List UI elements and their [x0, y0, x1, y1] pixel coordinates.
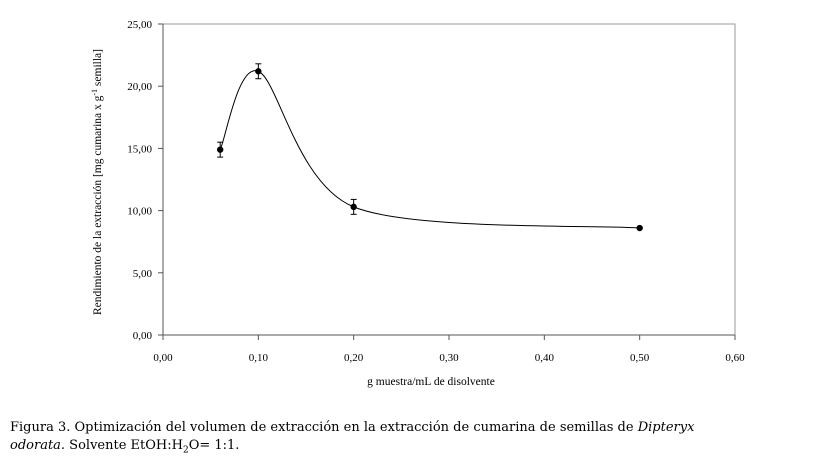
x-tick-label: 0,10: [249, 352, 269, 364]
x-ticks: 0,00 0,10 0,20 0,30 0,40 0,50 0,60: [153, 335, 745, 364]
caption-species-epithet: odorata.: [10, 438, 66, 453]
y-tick-label: 20,00: [127, 81, 152, 93]
y-tick-label: 25,00: [127, 19, 152, 31]
x-tick-label: 0,60: [725, 352, 745, 364]
x-axis-title: g muestra/mL de disolvente: [367, 376, 495, 388]
data-points: [217, 63, 643, 232]
x-tick-label: 0,30: [439, 352, 459, 364]
x-tick-label: 0,50: [630, 352, 650, 364]
data-point: [636, 224, 643, 232]
caption-line2a: Solvente EtOH:H: [65, 438, 183, 453]
y-tick-label: 10,00: [127, 206, 152, 218]
y-axis-title: Rendimiento de la extracción [mg cumarin…: [90, 49, 104, 315]
y-axis-title-main: Rendimiento de la extracción [mg cumarin…: [92, 95, 104, 315]
data-point: [255, 68, 262, 75]
y-tick-label: 15,00: [127, 143, 152, 155]
x-tick-label: 0,00: [153, 352, 173, 364]
caption-line1: Figura 3. Optimización del volumen de ex…: [10, 420, 634, 435]
y-tick-label: 5,00: [133, 268, 153, 280]
figure-caption: Figura 3. Optimización del volumen de ex…: [10, 419, 830, 460]
data-point: [350, 203, 357, 211]
x-tick-label: 0,40: [535, 352, 555, 364]
y-axis-title-end: semilla]: [92, 49, 104, 89]
y-tick-label: 0,00: [133, 330, 153, 342]
y-ticks: 0,00 5,00 10,00 15,00 20,00 25,00: [127, 19, 163, 342]
fit-curve: [219, 70, 640, 229]
data-point: [217, 146, 224, 153]
chart: 0,00 0,10 0,20 0,30 0,40 0,50 0,60 0,00 5,00 10,…: [90, 19, 745, 388]
x-tick-label: 0,20: [344, 352, 364, 364]
caption-subscript: 2: [182, 445, 189, 456]
caption-line2b: O= 1:1.: [188, 438, 240, 453]
y-axis-title-sup: -1: [90, 89, 99, 96]
plot-area: [162, 23, 736, 336]
caption-species-genus: Dipteryx: [637, 420, 695, 435]
